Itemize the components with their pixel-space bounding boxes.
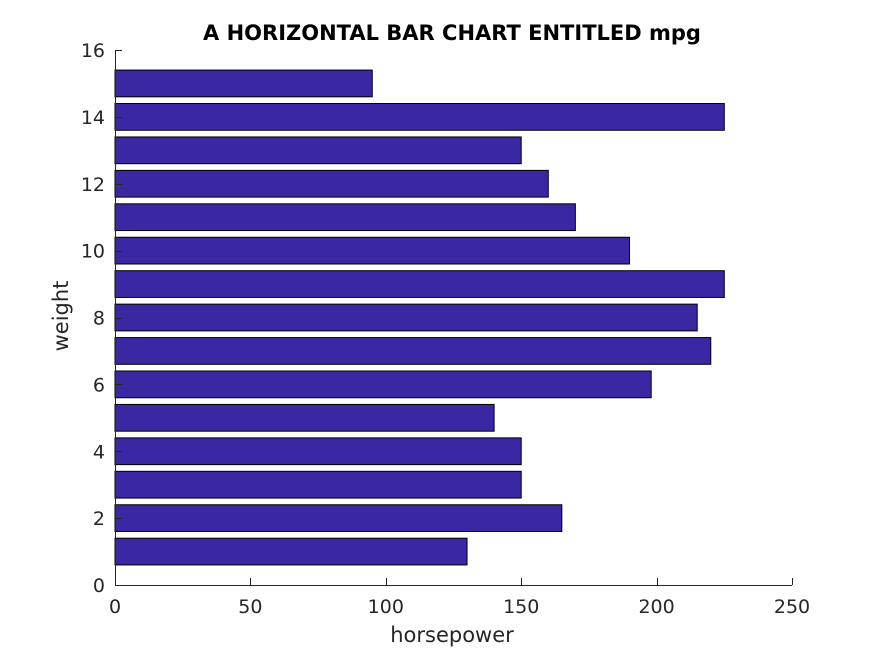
bar-6 — [114, 370, 652, 399]
bar-3 — [114, 470, 522, 499]
y-tick-label: 12 — [81, 174, 105, 196]
y-tick-label: 8 — [93, 308, 105, 330]
y-axis-label: weight — [49, 281, 73, 352]
y-tick-label: 0 — [93, 575, 105, 597]
y-tick-label: 14 — [81, 107, 105, 129]
y-tick-label: 2 — [93, 508, 105, 530]
y-ticks-group: 0 2 4 6 8 10 12 14 16 — [81, 40, 122, 597]
bar-11 — [114, 203, 576, 232]
axes-group — [115, 50, 792, 586]
bar-14 — [114, 103, 725, 131]
y-tick-label: 16 — [81, 40, 105, 62]
bar-9 — [114, 270, 725, 298]
y-tick-label: 4 — [93, 441, 105, 463]
bar-13 — [114, 136, 522, 165]
bar-4 — [114, 437, 522, 466]
bar-10 — [114, 236, 631, 265]
bar-12 — [114, 169, 549, 198]
x-ticks-group: 0 50 100 150 200 250 — [109, 578, 810, 618]
x-tick-label: 200 — [638, 596, 674, 618]
bar-7 — [114, 337, 712, 365]
bar-5 — [114, 403, 495, 432]
x-tick-label: 250 — [774, 596, 810, 618]
x-axis-label: horsepower — [390, 623, 514, 647]
y-tick-label: 6 — [93, 374, 105, 396]
bar-2 — [114, 504, 563, 532]
chart-title: A HORIZONTAL BAR CHART ENTITLED mpg — [203, 21, 701, 45]
y-tick-label: 10 — [81, 241, 105, 263]
bar-1 — [114, 537, 468, 566]
bars-group — [114, 69, 725, 566]
x-tick-label: 50 — [238, 596, 262, 618]
bar-8 — [114, 303, 698, 332]
x-tick-label: 150 — [503, 596, 539, 618]
x-tick-label: 0 — [109, 596, 121, 618]
bar-15 — [114, 69, 373, 98]
x-tick-label: 100 — [368, 596, 404, 618]
